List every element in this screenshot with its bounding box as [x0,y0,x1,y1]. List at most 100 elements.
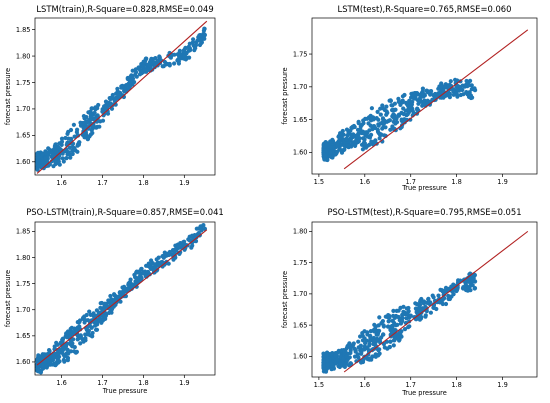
scatter-point [128,80,133,85]
scatter-point [446,293,451,298]
scatter-point [66,351,71,356]
data-point [454,84,459,90]
scatter-point [329,361,334,366]
data-point [344,354,349,359]
scatter-point [367,128,372,133]
scatter-point [94,125,99,130]
scatter-point [420,86,425,91]
chart-title: LSTM(test),R-Square=0.765,RMSE=0.060 [338,4,512,14]
y-tick-label: 1.75 [16,280,31,288]
scatter-point [360,338,365,343]
data-point [43,156,48,162]
scatter-point [199,228,204,233]
x-tick-label: 1.7 [97,379,108,387]
scatter-point [375,129,381,134]
scatter-point [133,275,138,280]
scatter-point [380,103,385,108]
scatter-point [348,350,353,356]
scatter-point [408,117,413,122]
scatter-point [339,150,345,155]
scatter-point [376,352,381,357]
scatter-point [113,97,118,102]
scatter-point [450,289,455,294]
data-point [116,294,122,299]
scatter-point [394,116,399,121]
scatter-point [158,260,163,265]
scatter-point [371,327,376,333]
scatter-point [78,120,83,125]
scatter-point [190,233,195,238]
scatter-point [426,89,431,94]
y-tick-label: 1.60 [16,158,31,166]
data-point [399,110,404,116]
scatter-point [177,54,182,60]
scatter-point [456,278,461,283]
scatter-point [448,79,453,84]
data-point [75,133,81,138]
data-point [321,360,326,365]
data-point [390,326,395,331]
scatter-point [55,342,60,347]
data-point [51,354,56,359]
scatter-point [377,136,382,141]
y-tick-label: 1.85 [16,228,31,236]
scatter-point [361,121,366,126]
scatter-point [65,131,70,136]
scatter-point [451,89,456,94]
scatter-point [143,56,149,61]
scatter-point [345,133,350,138]
data-point [390,114,395,119]
scatter-point [38,370,44,375]
scatter-point [72,326,77,331]
x-tick-label: 1.7 [97,179,108,187]
scatter-point [393,323,398,328]
scatter-point [405,112,410,117]
scatter-point [198,37,203,43]
fit-line [36,20,208,174]
x-tick-label: 1.6 [360,178,371,186]
data-point [34,159,40,164]
x-tick-label: 1.9 [179,179,190,187]
scatter-point [380,319,385,324]
y-axis-label: forecast pressure [4,68,12,125]
scatter-point [391,119,396,124]
y-tick-label: 1.60 [293,149,308,157]
scatter-point [461,285,466,290]
scatter-point [149,56,154,61]
data-point [472,87,478,93]
data-point [353,347,358,353]
scatter-point [378,112,383,117]
scatter-point [97,318,102,323]
scatter-point [64,156,69,161]
x-tick-label: 1.5 [314,178,325,186]
scatter-point [137,72,143,77]
x-tick-label: 1.8 [138,179,149,187]
chart-panel-1: LSTM(train),R-Square=0.828,RMSE=0.049 1.6… [4,4,216,187]
data-point [141,64,146,69]
data-point [124,82,130,88]
scatter-point [396,314,401,320]
scatter-point [202,26,207,31]
scatter-point [78,341,83,346]
scatter-point [472,286,478,291]
scatter-point [77,318,83,323]
scatter-point [400,100,405,105]
scatter-point [349,132,354,137]
y-tick-label: 1.65 [16,332,31,340]
scatter-point [378,132,383,137]
data-point [381,332,386,337]
scatter-point [98,301,103,306]
data-point [408,104,413,109]
scatter-point [453,77,458,82]
scatter-point [413,306,418,311]
scatter-point [386,324,391,329]
x-tick-label: 1.6 [360,381,371,389]
chart-title: PSO-LSTM(test),R-Square=0.795,RMSE=0.051 [327,207,521,217]
data-point [141,271,146,276]
y-tick-label: 1.70 [293,83,308,91]
data-point [108,101,113,106]
scatter-point [89,128,94,133]
scatter-point [153,265,158,270]
data-point [43,359,48,365]
scatter-point [172,250,177,255]
